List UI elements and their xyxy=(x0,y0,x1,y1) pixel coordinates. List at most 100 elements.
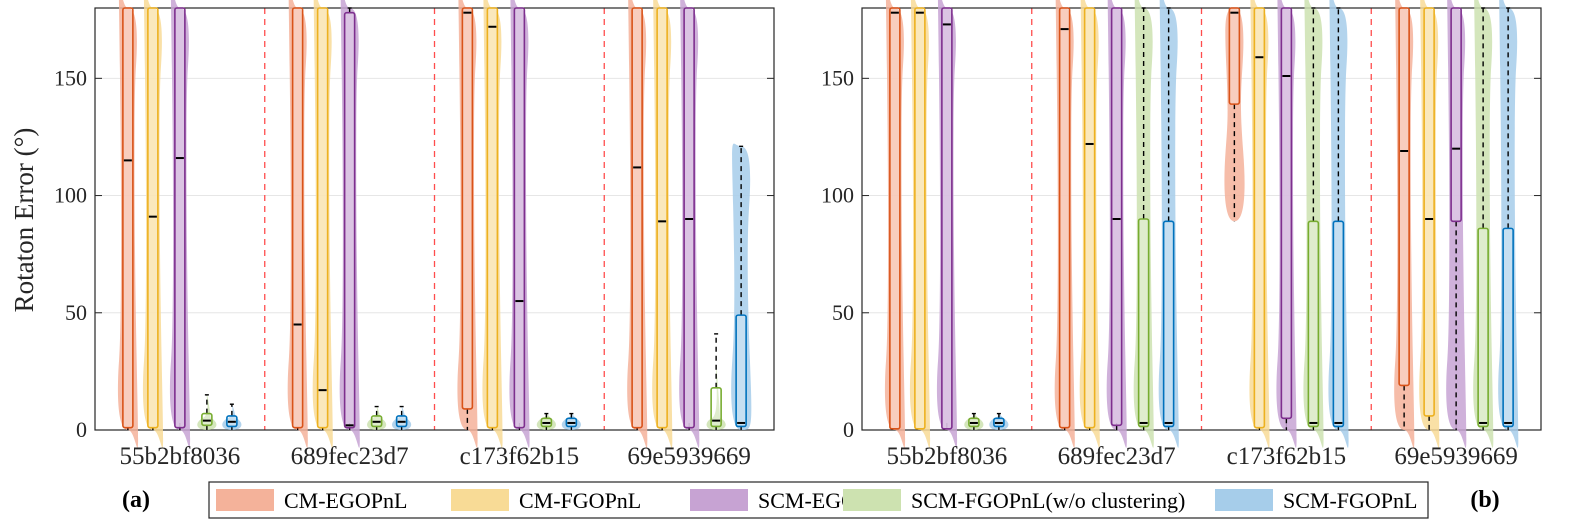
violin-box-SCM-EGOPnL xyxy=(936,0,958,448)
iqr-box xyxy=(486,7,499,429)
y-tick-label: 50 xyxy=(832,300,854,325)
violin-box-SCM-FGOPnL(w/o clustering) xyxy=(706,333,726,430)
x-tick-label: 689fec23d7 xyxy=(1058,443,1176,470)
violin-box-SCM-FGOPnL(w/o clustering) xyxy=(1303,0,1324,448)
legend-swatch xyxy=(843,489,901,511)
violin-box-CM-EGOPnL xyxy=(1224,7,1245,222)
iqr-box xyxy=(1332,220,1345,428)
violin-box-SCM-FGOPnL xyxy=(561,412,581,430)
violin-box-SCM-FGOPnL(w/o clustering) xyxy=(536,412,556,430)
plot-frame xyxy=(94,7,775,431)
axes-layer xyxy=(94,7,1542,431)
plot-frame xyxy=(861,7,1542,431)
violin-box-SCM-FGOPnL xyxy=(1158,0,1179,448)
violin-box-SCM-EGOPnL xyxy=(679,0,700,448)
iqr-box xyxy=(316,7,329,429)
iqr-box xyxy=(1398,7,1410,387)
violin-box-CM-EGOPnL xyxy=(117,0,139,448)
violin-box-SCM-FGOPnL xyxy=(222,403,242,430)
violin-box-CM-FGOPnL xyxy=(142,0,164,448)
x-tick-label: c173f62b15 xyxy=(1227,443,1346,470)
violin-box-CM-FGOPnL xyxy=(1079,0,1100,448)
iqr-box xyxy=(1423,7,1435,417)
y-axis-label: Rotaton Error (°) xyxy=(9,128,39,313)
iqr-box xyxy=(1083,7,1096,429)
y-tick-label: 50 xyxy=(65,300,87,325)
iqr-box xyxy=(1058,7,1071,429)
violin-box-SCM-FGOPnL(w/o clustering) xyxy=(197,394,217,430)
violin-box-CM-FGOPnL xyxy=(1419,0,1440,448)
iqr-box xyxy=(889,7,901,430)
violin-box-SCM-EGOPnL xyxy=(509,0,530,448)
iqr-box xyxy=(147,7,159,429)
legend-label: CM-EGOPnL xyxy=(284,488,407,513)
iqr-box xyxy=(735,314,747,428)
iqr-box xyxy=(1228,7,1241,105)
legend-swatch xyxy=(451,489,509,511)
y-tick-label: 150 xyxy=(821,65,854,90)
violin-box-SCM-EGOPnL xyxy=(169,0,191,448)
panel-b-label: (b) xyxy=(1470,487,1499,513)
iqr-box xyxy=(122,7,134,429)
violin-box-SCM-FGOPnL xyxy=(392,405,412,430)
violin-box-CM-FGOPnL xyxy=(312,0,333,448)
iqr-box xyxy=(1110,7,1123,427)
violin-box-SCM-FGOPnL(w/o clustering) xyxy=(1473,0,1494,448)
y-tick-label: 150 xyxy=(54,65,87,90)
violin-box-SCM-FGOPnL xyxy=(1328,0,1349,448)
iqr-box xyxy=(1307,220,1320,428)
iqr-box xyxy=(1280,7,1293,420)
violin-box-CM-EGOPnL xyxy=(1394,0,1415,448)
iqr-box xyxy=(631,7,643,429)
iqr-box xyxy=(683,7,695,429)
violin-shape xyxy=(706,369,726,430)
iqr-box xyxy=(343,11,356,429)
violin-box-SCM-FGOPnL xyxy=(989,412,1009,430)
text-layer: Rotaton Error (°) (a) (b) 0 50 100 150 55b2b… xyxy=(9,65,1518,513)
iqr-box xyxy=(1450,7,1462,223)
x-tick-label: 55b2bf8036 xyxy=(886,443,1007,470)
plot-layer xyxy=(117,0,1519,448)
iqr-box xyxy=(656,7,668,429)
iqr-box xyxy=(461,7,474,410)
y-tick-label: 100 xyxy=(54,183,87,208)
iqr-box xyxy=(513,7,526,429)
iqr-box xyxy=(1502,227,1514,428)
x-tick-label: 69e5939669 xyxy=(1394,443,1518,470)
x-tick-label: c173f62b15 xyxy=(460,443,579,470)
y-tick-label: 0 xyxy=(76,417,87,442)
legend-swatch xyxy=(690,489,748,511)
violin-box-CM-EGOPnL xyxy=(627,0,648,448)
legend-swatch xyxy=(1215,489,1273,511)
violin-box-SCM-FGOPnL(w/o clustering) xyxy=(964,412,984,430)
legend-swatch xyxy=(216,489,274,511)
y-tick-label: 0 xyxy=(843,417,854,442)
legend-label: SCM-FGOPnL xyxy=(1283,488,1417,513)
x-tick-label: 55b2bf8036 xyxy=(119,443,240,470)
iqr-box xyxy=(201,412,213,427)
violin-box-CM-FGOPnL xyxy=(1249,0,1270,448)
violin-box-SCM-EGOPnL xyxy=(1446,0,1467,448)
panel-a-label: (a) xyxy=(122,487,150,513)
iqr-box xyxy=(1477,227,1489,428)
violin-box-CM-FGOPnL xyxy=(909,0,931,448)
violin-box-CM-EGOPnL xyxy=(457,0,478,448)
iqr-box xyxy=(941,7,953,430)
violin-box-CM-EGOPnL xyxy=(287,0,308,448)
x-tick-label: 689fec23d7 xyxy=(291,443,409,470)
violin-box-SCM-EGOPnL xyxy=(1106,0,1127,448)
violin-box-SCM-EGOPnL xyxy=(339,0,360,448)
iqr-box xyxy=(291,7,304,429)
iqr-box xyxy=(174,7,186,429)
iqr-box xyxy=(1137,218,1150,428)
y-tick-label: 100 xyxy=(821,183,854,208)
x-tick-label: 69e5939669 xyxy=(627,443,751,470)
violin-box-CM-FGOPnL xyxy=(482,0,503,448)
violin-box-CM-EGOPnL xyxy=(884,0,906,448)
violin-box-CM-EGOPnL xyxy=(1054,0,1075,448)
legend: CM-EGOPnL CM-FGOPnL SCM-EGOPnL SCM-FGOPnL(w… xyxy=(208,481,1429,519)
violin-box-SCM-FGOPnL xyxy=(1498,0,1519,448)
legend-label: CM-FGOPnL xyxy=(519,488,641,513)
violin-box-SCM-EGOPnL xyxy=(1276,0,1297,448)
